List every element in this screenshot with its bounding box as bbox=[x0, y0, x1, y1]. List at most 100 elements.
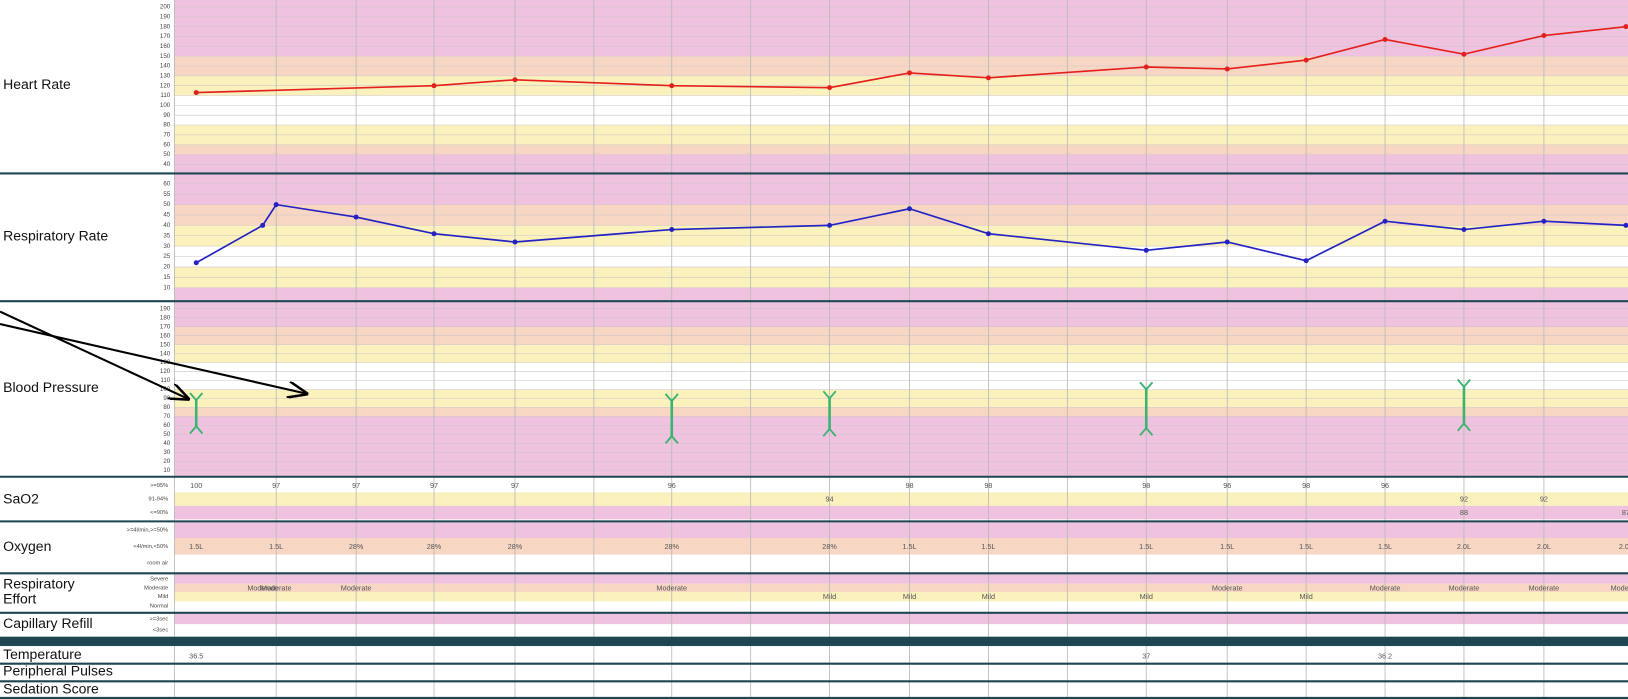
score-value: 2.0L bbox=[1457, 542, 1471, 551]
y-tick-label: 160 bbox=[160, 332, 171, 339]
level-label: Mild bbox=[158, 594, 168, 600]
level-band bbox=[174, 583, 1628, 593]
level-band bbox=[174, 492, 1628, 506]
score-value: 36.2 bbox=[1378, 651, 1392, 660]
y-tick-label: 170 bbox=[160, 33, 171, 40]
score-value: Mild bbox=[823, 592, 836, 601]
score-value: Moderate bbox=[1370, 583, 1401, 592]
y-tick-label: 35 bbox=[163, 232, 170, 239]
y-tick-label: 120 bbox=[160, 82, 171, 89]
zone-band bbox=[174, 95, 1628, 126]
data-point bbox=[431, 83, 437, 89]
score-value: Moderate bbox=[1611, 583, 1628, 592]
score-value: 92 bbox=[1460, 495, 1468, 504]
level-label: Moderate bbox=[144, 585, 168, 591]
row-label: Peripheral Pulses bbox=[3, 663, 113, 679]
score-value: 96 bbox=[1223, 481, 1231, 490]
data-point bbox=[1382, 36, 1388, 42]
data-point bbox=[1623, 222, 1628, 228]
y-tick-label: 40 bbox=[163, 222, 170, 229]
y-tick-label: 15 bbox=[163, 274, 170, 281]
row-label: Blood Pressure bbox=[3, 379, 99, 395]
level-band bbox=[174, 478, 1628, 493]
level-label: Normal bbox=[150, 604, 168, 610]
data-point bbox=[1461, 227, 1467, 233]
y-tick-label: 110 bbox=[160, 92, 170, 99]
level-label: Severe bbox=[150, 577, 168, 583]
y-tick-label: 130 bbox=[160, 359, 171, 366]
y-tick-label: 50 bbox=[163, 431, 170, 438]
score-value: 28% bbox=[822, 542, 837, 551]
level-band bbox=[174, 601, 1628, 611]
score-value: 36.5 bbox=[189, 651, 203, 660]
y-tick-label: 30 bbox=[163, 449, 170, 456]
score-value: 1.5L bbox=[902, 542, 916, 551]
zone-band bbox=[174, 154, 1628, 173]
y-tick-label: 40 bbox=[163, 161, 170, 168]
y-tick-label: 30 bbox=[163, 243, 170, 250]
y-tick-label: 40 bbox=[163, 440, 170, 447]
y-tick-label: 180 bbox=[160, 314, 171, 321]
level-band bbox=[174, 592, 1628, 602]
score-value: 37 bbox=[1142, 651, 1150, 660]
zone-band bbox=[174, 302, 1628, 327]
y-tick-label: 60 bbox=[163, 422, 170, 429]
score-value: 97 bbox=[511, 481, 519, 490]
zone-band bbox=[174, 407, 1628, 417]
score-value: 2.0L bbox=[1619, 542, 1628, 551]
data-point bbox=[431, 231, 437, 237]
score-value: 98 bbox=[984, 481, 992, 490]
zone-band bbox=[174, 174, 1628, 205]
data-point bbox=[1224, 66, 1230, 72]
y-tick-label: 90 bbox=[163, 395, 170, 402]
level-label: >=4l/min,>=50% bbox=[127, 528, 169, 534]
data-point bbox=[1541, 33, 1547, 39]
row-label: Respiratory Effort bbox=[3, 575, 75, 606]
level-band bbox=[174, 522, 1628, 539]
score-value: Mild bbox=[982, 592, 995, 601]
systolic-mark bbox=[822, 390, 837, 400]
score-value: Moderate bbox=[1449, 583, 1480, 592]
data-point bbox=[1461, 51, 1467, 57]
systolic-mark bbox=[664, 393, 679, 403]
row-label: Sedation Score bbox=[3, 680, 99, 696]
diastolic-mark bbox=[664, 434, 679, 444]
score-value: 1.5L bbox=[189, 542, 203, 551]
data-point bbox=[985, 75, 991, 81]
diastolic-mark bbox=[1457, 422, 1471, 432]
y-tick-label: 20 bbox=[163, 264, 170, 271]
score-value: 28% bbox=[349, 542, 364, 551]
y-tick-label: 25 bbox=[163, 253, 170, 260]
score-value: 96 bbox=[1381, 481, 1389, 490]
data-line bbox=[196, 25, 1627, 94]
score-value: Moderate bbox=[1212, 583, 1243, 592]
y-tick-label: 55 bbox=[163, 191, 170, 198]
y-tick-label: 180 bbox=[160, 23, 171, 30]
row-label: Temperature bbox=[3, 646, 82, 662]
data-point bbox=[1224, 239, 1230, 245]
score-value: Mild bbox=[1299, 592, 1312, 601]
y-tick-label: 70 bbox=[163, 132, 170, 139]
data-point bbox=[1143, 64, 1149, 70]
y-tick-label: 160 bbox=[160, 43, 171, 50]
data-point bbox=[669, 83, 675, 89]
y-tick-label: 130 bbox=[160, 72, 171, 79]
y-tick-label: 140 bbox=[160, 350, 171, 357]
y-tick-label: 170 bbox=[160, 323, 171, 330]
score-value: 92 bbox=[1540, 495, 1548, 504]
score-value: 97 bbox=[430, 481, 438, 490]
level-band bbox=[174, 538, 1628, 555]
score-value: 1.5L bbox=[1139, 542, 1153, 551]
score-value: 1.5L bbox=[1378, 542, 1392, 551]
row-label: Respiratory Rate bbox=[3, 228, 108, 244]
y-tick-label: 150 bbox=[160, 341, 171, 348]
data-point bbox=[827, 85, 833, 91]
level-band bbox=[174, 574, 1628, 584]
level-label: room air bbox=[147, 560, 168, 566]
data-point bbox=[193, 90, 199, 96]
y-tick-label: 10 bbox=[163, 467, 170, 474]
y-tick-label: 100 bbox=[160, 386, 171, 393]
score-value: 28% bbox=[665, 542, 680, 551]
y-tick-label: 45 bbox=[163, 212, 170, 219]
